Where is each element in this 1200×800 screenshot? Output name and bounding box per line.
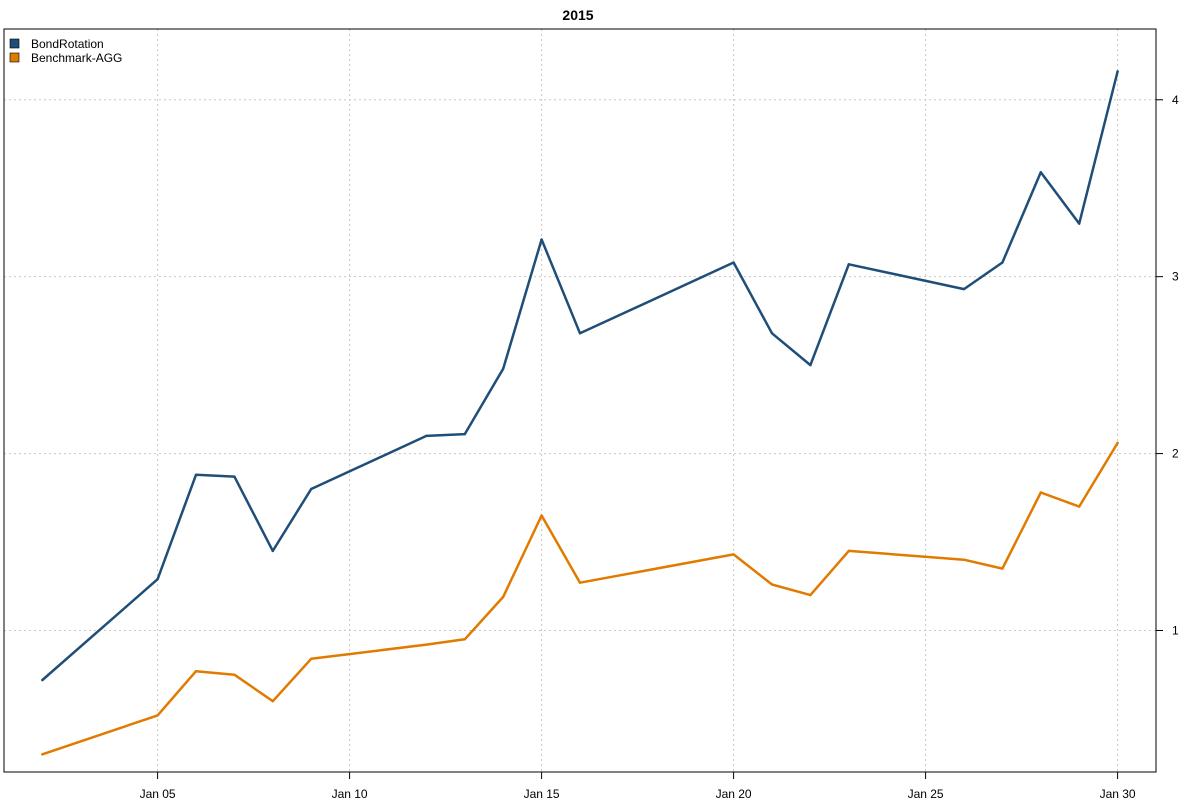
x-tick-label: Jan 25 xyxy=(908,787,944,800)
data-point-bondrotation xyxy=(962,287,966,291)
data-point-benchmark-agg xyxy=(41,753,44,756)
legend-swatch-bondrotation xyxy=(9,38,20,49)
data-point-benchmark-agg xyxy=(809,593,812,597)
x-tick-label: Jan 05 xyxy=(140,787,176,800)
data-point-bondrotation xyxy=(271,549,274,553)
legend-label-bondrotation: BondRotation xyxy=(31,37,104,51)
data-point-bondrotation xyxy=(1116,70,1119,73)
data-point-bondrotation xyxy=(502,367,505,370)
plot-frame xyxy=(3,28,1157,773)
data-point-benchmark-agg xyxy=(1078,505,1081,508)
data-point-benchmark-agg xyxy=(1001,567,1004,570)
y-tick-label: 3 xyxy=(1172,270,1179,284)
data-point-bondrotation xyxy=(809,363,812,367)
data-point-benchmark-agg xyxy=(233,673,236,676)
legend-swatch-benchmark-agg xyxy=(9,52,20,63)
data-point-benchmark-agg xyxy=(1116,441,1119,445)
data-point-benchmark-agg xyxy=(310,657,313,660)
data-point-bondrotation xyxy=(233,475,236,478)
data-point-bondrotation xyxy=(425,434,428,438)
data-point-bondrotation xyxy=(41,678,44,682)
data-point-benchmark-agg xyxy=(425,643,428,646)
data-point-benchmark-agg xyxy=(732,553,735,556)
data-point-benchmark-agg xyxy=(463,638,466,641)
y-tick-label: 1 xyxy=(1172,623,1179,637)
series-line-benchmark-agg xyxy=(41,441,1119,756)
legend-label-benchmark-agg: Benchmark-AGG xyxy=(31,51,122,65)
series-benchmark-agg xyxy=(41,441,1119,756)
data-point-bondrotation xyxy=(770,332,774,335)
data-point-bondrotation xyxy=(847,263,850,266)
x-tick-label: Jan 10 xyxy=(332,787,368,800)
data-point-bondrotation xyxy=(156,577,159,581)
data-point-benchmark-agg xyxy=(540,514,543,517)
data-point-bondrotation xyxy=(1039,171,1043,174)
series-layer xyxy=(41,70,1119,756)
data-point-bondrotation xyxy=(732,261,735,264)
x-tick-label: Jan 15 xyxy=(524,787,560,800)
chart-title: 2015 xyxy=(562,7,593,23)
data-point-bondrotation xyxy=(310,487,313,491)
data-point-benchmark-agg xyxy=(1039,491,1043,494)
data-point-benchmark-agg xyxy=(502,595,505,599)
series-bondrotation xyxy=(41,70,1119,682)
series-line-bondrotation xyxy=(41,70,1119,682)
x-tick-label: Jan 30 xyxy=(1100,787,1136,800)
data-point-bondrotation xyxy=(1001,261,1004,264)
data-point-bondrotation xyxy=(1078,222,1081,225)
y-tick-label: 4 xyxy=(1172,93,1179,107)
y-axis: 1 2 3 4 xyxy=(1156,93,1179,637)
y-tick-label: 2 xyxy=(1172,447,1179,461)
data-point-benchmark-agg xyxy=(194,669,198,673)
data-point-bondrotation xyxy=(540,238,543,241)
data-point-bondrotation xyxy=(194,473,198,476)
data-point-benchmark-agg xyxy=(578,581,582,584)
data-point-benchmark-agg xyxy=(770,583,774,586)
data-point-benchmark-agg xyxy=(156,714,159,717)
x-tick-label: Jan 20 xyxy=(716,787,752,800)
data-point-benchmark-agg xyxy=(271,700,274,703)
data-point-bondrotation xyxy=(463,432,466,436)
data-point-benchmark-agg xyxy=(847,549,850,553)
grid xyxy=(4,29,1156,772)
data-point-benchmark-agg xyxy=(962,558,966,561)
x-axis: Jan 05 Jan 10 Jan 15 Jan 20 Jan 25 Jan 30 xyxy=(140,772,1136,800)
data-point-bondrotation xyxy=(578,332,582,335)
